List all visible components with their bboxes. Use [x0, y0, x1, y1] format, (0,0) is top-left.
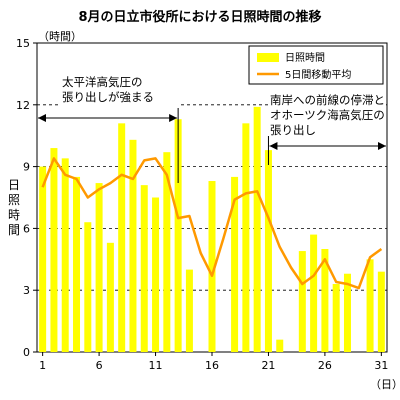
bar-day-11	[152, 197, 160, 352]
bar-day-16	[208, 181, 216, 352]
annotation-text: 太平洋高気圧の	[62, 75, 143, 89]
bar-day-1	[39, 166, 47, 352]
bar-day-21	[264, 150, 272, 352]
bar-day-25	[310, 234, 318, 352]
bar-day-22	[276, 339, 284, 352]
y-tick-label: 12	[16, 99, 30, 112]
legend-swatch-bar	[257, 53, 279, 62]
x-tick-label: 21	[261, 359, 275, 372]
bar-day-6	[95, 183, 103, 352]
bar-day-4	[73, 176, 81, 352]
legend-box	[248, 45, 384, 85]
y-tick-label: 6	[23, 222, 30, 235]
annotation-box	[60, 74, 178, 108]
x-axis-unit: （日）	[370, 378, 400, 391]
bar-day-2	[50, 148, 58, 352]
annotation-text: 張り出し	[270, 123, 316, 137]
x-tick-label: 16	[205, 359, 219, 372]
y-axis-unit: （時間）	[38, 30, 82, 43]
y-tick-label: 9	[23, 161, 30, 174]
bar-day-13	[174, 119, 182, 352]
x-tick-label: 1	[39, 359, 46, 372]
annotation-box	[268, 92, 386, 141]
bar-day-31	[377, 271, 385, 352]
legend-label-line: 5日間移動平均	[285, 68, 351, 81]
y-axis-label: 日照時間	[7, 178, 20, 237]
bar-day-28	[343, 273, 351, 352]
y-tick-label: 3	[23, 284, 30, 297]
bar-day-10	[140, 185, 148, 352]
x-tick-label: 11	[149, 359, 163, 372]
bar-day-19	[242, 123, 250, 352]
y-tick-label: 0	[23, 346, 30, 359]
bar-day-9	[129, 139, 137, 352]
bar-day-14	[185, 269, 193, 352]
bar-day-20	[253, 106, 261, 352]
annotation-text: 張り出しが強まる	[62, 90, 154, 104]
chart-title: 8月の日立市役所における日照時間の推移	[78, 10, 322, 25]
annotation-arrowhead	[269, 142, 278, 150]
bar-day-18	[231, 176, 239, 352]
bar-day-5	[84, 222, 92, 352]
bar-day-30	[366, 259, 374, 352]
bar-day-27	[332, 284, 340, 352]
bar-day-26	[321, 249, 329, 352]
x-tick-label: 31	[374, 359, 388, 372]
annotation-text: オホーツク海高気圧の	[270, 108, 385, 122]
annotation-arrowhead	[378, 142, 386, 150]
y-tick-label: 15	[16, 37, 30, 50]
bar-day-12	[163, 152, 171, 352]
bar-day-7	[106, 242, 114, 352]
moving-average-line	[41, 157, 383, 290]
bar-day-3	[61, 158, 69, 352]
annotation-arrowhead	[169, 114, 178, 122]
bar-day-24	[298, 251, 306, 352]
x-tick-label: 6	[96, 359, 103, 372]
x-tick-label: 26	[318, 359, 332, 372]
annotation-text: 南岸への前線の停滞と	[270, 93, 385, 107]
bar-day-8	[118, 123, 126, 352]
legend-label-bar: 日照時間	[285, 52, 325, 64]
annotation-arrowhead	[38, 114, 46, 122]
